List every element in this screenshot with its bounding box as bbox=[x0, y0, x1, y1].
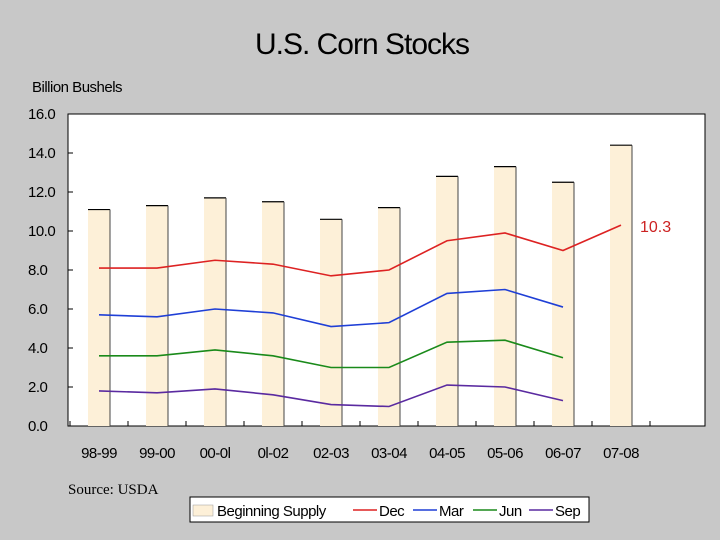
dec-latest-annotation: 10.3 bbox=[640, 219, 671, 236]
y-tick-label: 0.0 bbox=[28, 418, 48, 435]
line-jun bbox=[99, 339, 564, 369]
legend-label-beginning-supply: Beginning Supply bbox=[217, 503, 327, 520]
y-axis-ticks: 0.0 2.0 4.0 6.0 8.0 10.0 12.0 14.0 16.0 bbox=[28, 106, 73, 435]
line-mar bbox=[98, 288, 564, 328]
y-tick-label: 2.0 bbox=[28, 379, 48, 396]
series-lines bbox=[98, 224, 622, 408]
y-axis-label: Billion Bushels bbox=[32, 79, 122, 96]
x-tick-label: 0l-02 bbox=[258, 445, 289, 462]
bar-beginning-supply bbox=[262, 201, 284, 426]
x-tick-label: 03-04 bbox=[371, 445, 407, 462]
bar-beginning-supply bbox=[88, 209, 110, 426]
line-dec bbox=[99, 224, 622, 277]
chart-title: U.S. Corn Stocks bbox=[255, 28, 469, 61]
bar-beginning-supply bbox=[204, 197, 226, 426]
bar-beginning-supply bbox=[610, 145, 632, 426]
legend-label-mar: Mar bbox=[439, 503, 464, 520]
x-tick-label: 99-00 bbox=[139, 445, 175, 462]
y-tick-label: 10.0 bbox=[28, 223, 55, 240]
x-tick-label: 05-06 bbox=[487, 445, 523, 462]
legend-label-sep: Sep bbox=[555, 503, 580, 520]
x-tick-label: 04-05 bbox=[429, 445, 465, 462]
bar-beginning-supply bbox=[378, 207, 400, 426]
legend-label-dec: Dec bbox=[379, 503, 405, 520]
bar-beginning-supply bbox=[494, 166, 516, 426]
y-tick-label: 12.0 bbox=[28, 184, 55, 201]
y-tick-label: 16.0 bbox=[28, 106, 55, 123]
bar-beginning-supply bbox=[146, 205, 168, 426]
beginning-supply-bars bbox=[88, 144, 633, 426]
y-tick-label: 4.0 bbox=[28, 340, 48, 357]
x-tick-label: 98-99 bbox=[81, 445, 117, 462]
legend-swatch-beginning-supply bbox=[192, 504, 214, 517]
y-tick-label: 6.0 bbox=[28, 301, 48, 318]
y-tick-label: 8.0 bbox=[28, 262, 48, 279]
x-tick-label: 00-0l bbox=[200, 445, 231, 462]
bar-beginning-supply bbox=[552, 182, 574, 426]
legend-label-jun: Jun bbox=[499, 503, 522, 520]
x-tick-label: 02-03 bbox=[313, 445, 349, 462]
legend: Beginning Supply Dec Mar Jun Sep bbox=[189, 496, 590, 523]
x-tick-label: 06-07 bbox=[545, 445, 581, 462]
bar-beginning-supply bbox=[436, 176, 458, 426]
bar-beginning-supply bbox=[320, 219, 342, 426]
source-note: Source: USDA bbox=[68, 482, 159, 498]
y-tick-label: 14.0 bbox=[28, 145, 55, 162]
legend-box bbox=[189, 496, 590, 523]
x-tick-label: 07-08 bbox=[603, 445, 639, 462]
x-axis-ticks: 98-99 99-00 00-0l 0l-02 02-03 03-04 04-05 05-06… bbox=[69, 421, 651, 462]
line-sep bbox=[98, 384, 564, 408]
